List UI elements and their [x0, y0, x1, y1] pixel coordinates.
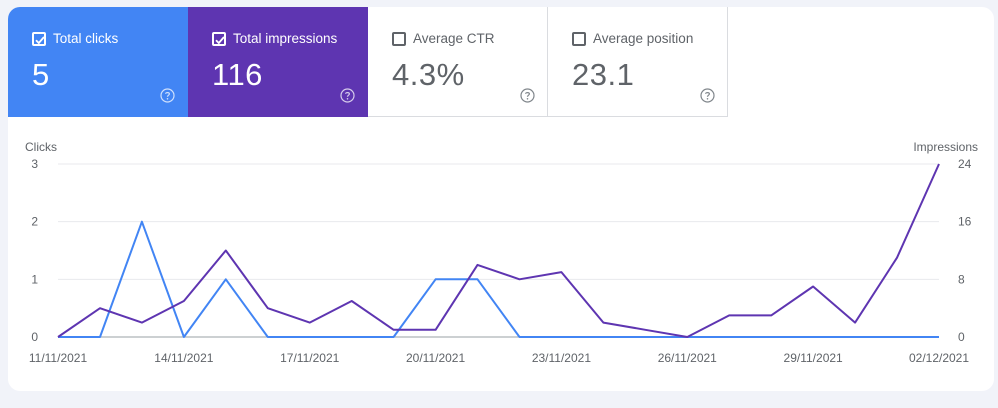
metric-tiles: Total clicks 5 Total impressions 116 Ave… — [8, 7, 728, 117]
x-axis-tick-label: 14/11/2021 — [154, 351, 213, 365]
performance-chart: Clicks Impressions 0 1 2 3 0 8 16 24 11/11/202… — [25, 140, 978, 365]
metric-label: Average position — [593, 31, 694, 46]
left-axis-tick-label: 1 — [31, 272, 38, 286]
x-axis-tick-label: 17/11/2021 — [280, 351, 339, 365]
average-position-tile[interactable]: Average position 23.1 — [548, 7, 728, 117]
left-axis-label: Clicks — [25, 140, 57, 154]
x-axis-tick-label: 23/11/2021 — [532, 351, 591, 365]
x-axis-tick-label: 20/11/2021 — [406, 351, 465, 365]
right-axis-tick-label: 16 — [958, 215, 972, 229]
left-axis-tick-label: 0 — [31, 330, 38, 344]
left-axis-tick-label: 3 — [31, 157, 38, 171]
metric-value: 4.3% — [392, 57, 465, 92]
help-circle-icon[interactable] — [700, 88, 715, 103]
right-axis-tick-label: 24 — [958, 157, 972, 171]
x-axis-tick-label: 02/12/2021 — [909, 351, 969, 365]
checkbox-icon[interactable] — [572, 32, 586, 46]
help-circle-icon[interactable] — [520, 88, 535, 103]
right-axis-tick-label: 8 — [958, 272, 965, 286]
performance-card: Total clicks 5 Total impressions 116 Ave… — [8, 7, 994, 391]
total-clicks-tile[interactable]: Total clicks 5 — [8, 7, 188, 117]
impressions-series-line — [57, 163, 940, 338]
right-axis-tick-label: 0 — [958, 330, 965, 344]
clicks-series-line — [58, 220, 939, 338]
total-impressions-tile[interactable]: Total impressions 116 — [188, 7, 368, 117]
left-axis-tick-label: 2 — [31, 215, 38, 229]
metric-value: 5 — [32, 57, 50, 92]
metric-value: 23.1 — [572, 57, 635, 92]
x-axis-tick-label: 11/11/2021 — [29, 351, 88, 365]
help-circle-icon[interactable] — [160, 88, 175, 103]
right-axis-label: Impressions — [913, 140, 978, 154]
average-ctr-tile[interactable]: Average CTR 4.3% — [368, 7, 548, 117]
metric-label: Average CTR — [413, 31, 495, 46]
metric-value: 116 — [212, 57, 263, 92]
metric-label: Total clicks — [53, 31, 119, 46]
checkbox-icon[interactable] — [32, 32, 46, 46]
x-axis-tick-label: 26/11/2021 — [658, 351, 717, 365]
metric-label: Total impressions — [233, 31, 338, 46]
checkbox-icon[interactable] — [392, 32, 406, 46]
x-axis-tick-label: 29/11/2021 — [784, 351, 843, 365]
help-circle-icon[interactable] — [340, 88, 355, 103]
checkbox-icon[interactable] — [212, 32, 226, 46]
